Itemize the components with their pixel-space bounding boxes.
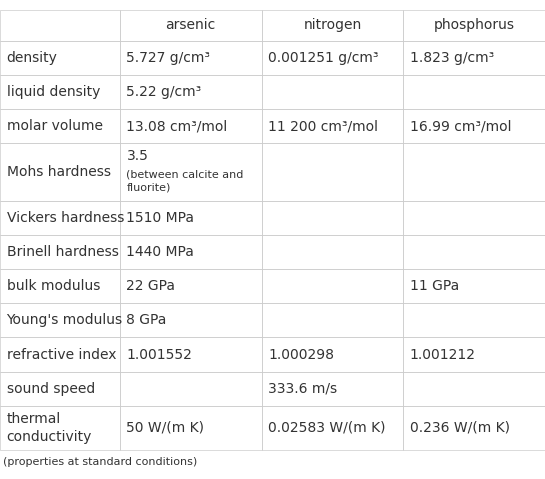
Text: bulk modulus: bulk modulus bbox=[7, 279, 100, 293]
Text: 1.001552: 1.001552 bbox=[126, 348, 192, 362]
Bar bbox=[403, 406, 545, 450]
Bar bbox=[120, 235, 262, 269]
Text: 1440 MPa: 1440 MPa bbox=[126, 245, 195, 259]
Bar bbox=[120, 372, 262, 406]
Bar bbox=[262, 303, 403, 338]
Bar bbox=[0, 10, 120, 41]
Text: 5.22 g/cm³: 5.22 g/cm³ bbox=[126, 85, 202, 99]
Text: arsenic: arsenic bbox=[166, 18, 216, 32]
Bar bbox=[120, 10, 262, 41]
Bar bbox=[403, 109, 545, 143]
Bar bbox=[403, 41, 545, 75]
Bar bbox=[0, 235, 120, 269]
Text: Young's modulus: Young's modulus bbox=[7, 313, 123, 328]
Text: (properties at standard conditions): (properties at standard conditions) bbox=[3, 457, 197, 468]
Bar bbox=[262, 372, 403, 406]
Text: 1510 MPa: 1510 MPa bbox=[126, 211, 195, 225]
Bar bbox=[0, 372, 120, 406]
Text: 3.5: 3.5 bbox=[126, 149, 148, 163]
Bar bbox=[403, 201, 545, 235]
Bar bbox=[120, 269, 262, 303]
Text: 0.02583 W/(m K): 0.02583 W/(m K) bbox=[268, 421, 386, 435]
Bar bbox=[262, 338, 403, 372]
Text: phosphorus: phosphorus bbox=[434, 18, 514, 32]
Bar bbox=[403, 143, 545, 201]
Bar bbox=[0, 75, 120, 109]
Bar bbox=[120, 201, 262, 235]
Text: (between calcite and
fluorite): (between calcite and fluorite) bbox=[126, 170, 244, 192]
Bar bbox=[262, 75, 403, 109]
Bar bbox=[262, 406, 403, 450]
Text: 1.000298: 1.000298 bbox=[268, 348, 334, 362]
Text: 1.823 g/cm³: 1.823 g/cm³ bbox=[410, 51, 494, 65]
Text: 0.236 W/(m K): 0.236 W/(m K) bbox=[410, 421, 510, 435]
Text: thermal
conductivity: thermal conductivity bbox=[7, 412, 92, 444]
Bar bbox=[120, 406, 262, 450]
Bar bbox=[0, 269, 120, 303]
Bar bbox=[0, 303, 120, 338]
Text: 333.6 m/s: 333.6 m/s bbox=[268, 382, 337, 396]
Text: 16.99 cm³/mol: 16.99 cm³/mol bbox=[410, 119, 511, 133]
Bar bbox=[0, 201, 120, 235]
Bar bbox=[120, 109, 262, 143]
Text: 22 GPa: 22 GPa bbox=[126, 279, 175, 293]
Bar bbox=[262, 201, 403, 235]
Bar bbox=[262, 235, 403, 269]
Bar bbox=[120, 338, 262, 372]
Text: density: density bbox=[7, 51, 57, 65]
Bar bbox=[403, 235, 545, 269]
Bar bbox=[262, 41, 403, 75]
Text: molar volume: molar volume bbox=[7, 119, 102, 133]
Text: 50 W/(m K): 50 W/(m K) bbox=[126, 421, 204, 435]
Text: 1.001212: 1.001212 bbox=[410, 348, 476, 362]
Bar bbox=[120, 75, 262, 109]
Text: refractive index: refractive index bbox=[7, 348, 116, 362]
Bar bbox=[262, 143, 403, 201]
Bar bbox=[403, 10, 545, 41]
Text: 0.001251 g/cm³: 0.001251 g/cm³ bbox=[268, 51, 379, 65]
Bar bbox=[262, 109, 403, 143]
Text: liquid density: liquid density bbox=[7, 85, 100, 99]
Text: 8 GPa: 8 GPa bbox=[126, 313, 167, 328]
Bar bbox=[403, 338, 545, 372]
Bar bbox=[262, 269, 403, 303]
Text: nitrogen: nitrogen bbox=[304, 18, 361, 32]
Bar bbox=[403, 303, 545, 338]
Text: 11 200 cm³/mol: 11 200 cm³/mol bbox=[268, 119, 378, 133]
Text: 5.727 g/cm³: 5.727 g/cm³ bbox=[126, 51, 210, 65]
Bar bbox=[0, 406, 120, 450]
Bar bbox=[120, 41, 262, 75]
Bar bbox=[120, 143, 262, 201]
Text: sound speed: sound speed bbox=[7, 382, 95, 396]
Bar bbox=[403, 75, 545, 109]
Text: Vickers hardness: Vickers hardness bbox=[7, 211, 124, 225]
Bar bbox=[0, 338, 120, 372]
Text: 13.08 cm³/mol: 13.08 cm³/mol bbox=[126, 119, 228, 133]
Text: 11 GPa: 11 GPa bbox=[410, 279, 459, 293]
Bar bbox=[403, 372, 545, 406]
Bar bbox=[120, 303, 262, 338]
Text: Mohs hardness: Mohs hardness bbox=[7, 165, 111, 179]
Bar bbox=[0, 41, 120, 75]
Text: Brinell hardness: Brinell hardness bbox=[7, 245, 118, 259]
Bar bbox=[0, 143, 120, 201]
Bar bbox=[0, 109, 120, 143]
Bar bbox=[262, 10, 403, 41]
Bar bbox=[403, 269, 545, 303]
